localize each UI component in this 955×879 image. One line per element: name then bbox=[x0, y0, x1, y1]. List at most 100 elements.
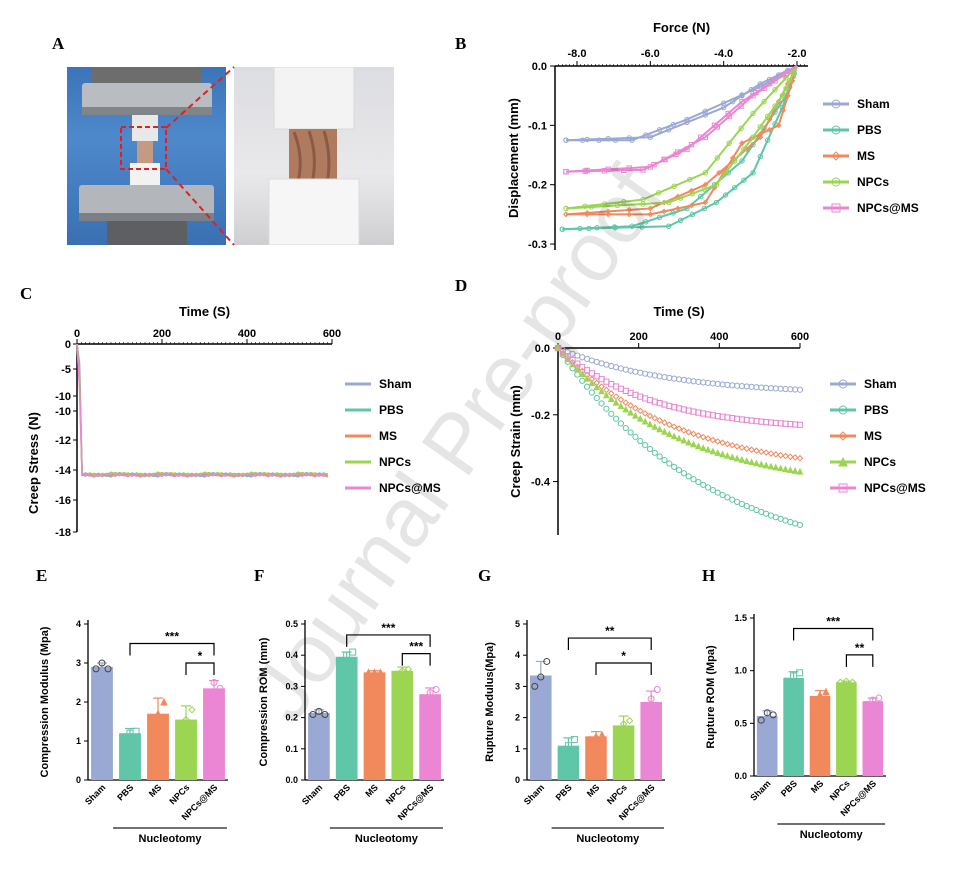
chart-d-point-npcs bbox=[709, 447, 717, 455]
chart-b-x-tick-label: -6.0 bbox=[641, 48, 660, 60]
chart-b-point-pbs bbox=[656, 214, 663, 221]
chart-d-point-npcs-at-ms bbox=[554, 344, 562, 352]
chart-e-y-title: Compression Modulus (Mpa) bbox=[39, 626, 51, 777]
chart-h-signif-label: *** bbox=[826, 615, 840, 629]
chart-f-bar-ms bbox=[363, 672, 386, 780]
chart-d-point-ms bbox=[767, 450, 775, 457]
chart-f-point-ms bbox=[370, 668, 379, 676]
chart-g-x-tick-label-npcs: NPCs bbox=[605, 782, 629, 806]
chart-b-point-ms bbox=[780, 107, 787, 114]
chart-e-bar-sham bbox=[91, 666, 113, 780]
chart-d-point-npcs bbox=[791, 467, 799, 474]
chart-b-point-npcs-at-ms bbox=[726, 113, 732, 120]
chart-b-point-npcs-at-ms bbox=[711, 122, 718, 129]
chart-d-y-tick-label: -0.4 bbox=[531, 477, 551, 489]
chart-c-legend-label-npcs: NPCs bbox=[379, 455, 411, 469]
chart-b-point-ms bbox=[775, 98, 782, 105]
chart-h-point-npcs-at-ms bbox=[875, 694, 883, 702]
chart-d-point-pbs bbox=[695, 478, 702, 486]
chart-b-point-npcs-at-ms bbox=[647, 164, 654, 170]
chart-g-y-tick-label: 3 bbox=[515, 681, 520, 691]
chart-d-point-npcs bbox=[690, 440, 697, 448]
chart-f-x-tick-label-ms: MS bbox=[363, 782, 380, 799]
chart-f-point-npcs bbox=[398, 667, 407, 675]
chart-e-x-tick-label-pbs: PBS bbox=[115, 782, 135, 802]
chart-d-point-npcs bbox=[743, 457, 751, 464]
chart-b-point-sham bbox=[720, 104, 727, 111]
chart-d-legend-marker-npcs-at-ms bbox=[838, 483, 848, 493]
chart-h-y-tick-label: 0.0 bbox=[734, 771, 747, 781]
chart-b-point-pbs bbox=[643, 219, 649, 225]
chart-b-series-pbs-unload bbox=[562, 65, 798, 231]
chart-b-point-npcs bbox=[714, 155, 720, 161]
chart-b-point-npcs bbox=[772, 87, 778, 93]
chart-b-point-ms bbox=[702, 199, 709, 206]
chart-b-point-ms bbox=[784, 92, 791, 99]
chart-b-point-sham bbox=[702, 108, 709, 114]
chart-d-point-npcs bbox=[753, 459, 760, 467]
chart-b-x-tick-label: -2.0 bbox=[788, 48, 807, 60]
chart-f-point-ms bbox=[364, 668, 373, 676]
chart-g-y-tick-label: 1 bbox=[515, 744, 520, 754]
chart-d-point-pbs bbox=[622, 424, 629, 432]
chart-d-point-npcs bbox=[593, 383, 601, 391]
panel-letter-a: A bbox=[52, 34, 65, 53]
chart-d-point-npcs bbox=[777, 464, 785, 472]
panel-letter-b: B bbox=[455, 34, 467, 53]
chart-g-point-ms bbox=[592, 732, 600, 740]
chart-d-point-ms bbox=[772, 451, 780, 458]
chart-b-y-tick-label: -0.2 bbox=[528, 180, 547, 192]
chart-e-point-npcs-at-ms bbox=[216, 684, 224, 692]
chart-b-point-npcs bbox=[640, 201, 646, 207]
chart-d-point-ms bbox=[641, 410, 649, 417]
chart-d-point-npcs bbox=[661, 427, 668, 435]
chart-d-point-npcs bbox=[607, 395, 615, 402]
chart-f-point-pbs bbox=[337, 657, 345, 665]
chart-d-point-ms bbox=[666, 421, 673, 428]
chart-g-signif-bracket bbox=[567, 637, 652, 651]
chart-b-legend-marker-npcs bbox=[831, 177, 841, 187]
chart-d-point-npcs bbox=[583, 374, 591, 382]
chart-h-signif-label: ** bbox=[855, 641, 865, 655]
chart-d-point-ms bbox=[738, 444, 746, 451]
chart-b-point-npcs bbox=[614, 202, 621, 209]
chart-d-point-ms bbox=[733, 443, 741, 450]
chart-b-point-pbs bbox=[701, 205, 708, 212]
chart-d-point-pbs bbox=[598, 400, 605, 407]
chart-d-point-npcs bbox=[748, 458, 756, 466]
chart-g-point-pbs bbox=[564, 742, 572, 750]
chart-b-y-tick-label: -0.1 bbox=[528, 120, 547, 132]
chart-b-point-pbs bbox=[559, 226, 566, 232]
chart-e-point-sham bbox=[104, 665, 112, 673]
chart-f-point-npcs bbox=[404, 665, 413, 673]
chart-d-point-npcs bbox=[719, 450, 726, 458]
chart-b-legend-label-ms: MS bbox=[857, 149, 875, 163]
chart-b-point-npcs bbox=[563, 205, 569, 212]
chart-d-point-pbs bbox=[656, 453, 663, 460]
chart-d-point-ms bbox=[787, 453, 794, 461]
chart-d-point-ms bbox=[777, 451, 784, 459]
chart-g-point-pbs bbox=[558, 748, 566, 756]
chart-e-point-npcs-at-ms bbox=[210, 679, 218, 686]
chart-e-y-tick-label: 4 bbox=[76, 619, 81, 629]
chart-b-point-npcs-at-ms bbox=[584, 167, 590, 174]
chart-e-point-ms bbox=[148, 721, 156, 729]
chart-b-point-npcs bbox=[621, 199, 627, 205]
chart-g-point-ms bbox=[586, 735, 594, 743]
chart-g-point-sham bbox=[537, 673, 545, 681]
chart-f-point-npcs-at-ms bbox=[420, 695, 428, 703]
chart-c-series-npcs-at-ms bbox=[76, 343, 329, 478]
chart-c-series-pbs bbox=[76, 343, 329, 478]
chart-b-point-npcs bbox=[702, 170, 709, 176]
chart-b-point-ms bbox=[626, 211, 633, 218]
chart-d-point-ms bbox=[627, 402, 634, 409]
chart-b-point-npcs bbox=[738, 125, 744, 132]
chart-b-point-npcs bbox=[772, 103, 778, 109]
chart-d-point-ms bbox=[622, 399, 630, 406]
chart-c-x-tick-label: 200 bbox=[153, 328, 171, 340]
chart-f-bar-sham bbox=[308, 712, 330, 780]
chart-d-legend-label-pbs: PBS bbox=[864, 403, 889, 417]
panel-letter-e: E bbox=[36, 566, 48, 585]
chart-d-point-pbs bbox=[719, 491, 726, 499]
chart-g-point-ms bbox=[598, 730, 606, 739]
